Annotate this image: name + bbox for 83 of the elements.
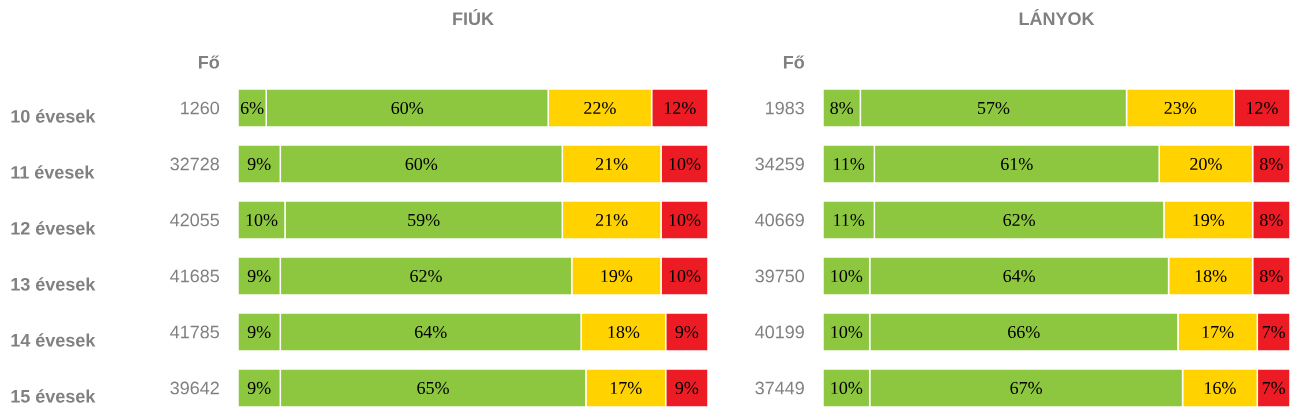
text: 1983 [766, 101, 804, 115]
data-label: 12% [664, 101, 696, 115]
text: 1260 [181, 101, 220, 115]
data-label: 19% [1193, 213, 1225, 227]
data-label: 12% [1247, 101, 1278, 115]
chart-title: FIÚK [453, 8, 494, 26]
data-label: 9% [675, 381, 699, 395]
bar [570, 256, 662, 296]
data-label: 7% [1262, 325, 1286, 339]
data-label: 67% [1010, 381, 1043, 395]
y-tick-label: 11 évesek [11, 165, 95, 179]
data-label: 10% [831, 325, 863, 339]
data-label: 8% [1260, 157, 1283, 171]
text: Fő [783, 55, 805, 69]
bar [1125, 88, 1235, 128]
data-label: 65% [417, 381, 449, 395]
text: 41685 [170, 269, 219, 283]
data-label: 62% [1003, 213, 1036, 227]
text: Fő [198, 55, 220, 69]
data-label: 21% [595, 157, 628, 171]
data-label: 61% [1001, 157, 1033, 171]
data-label: 59% [408, 213, 440, 227]
data-label: 11% [834, 157, 865, 171]
text: 37449 [755, 381, 804, 395]
text: 40669 [755, 213, 804, 227]
data-label: 10% [669, 269, 701, 283]
bar [561, 144, 662, 184]
data-label: 9% [247, 325, 271, 339]
data-label: 17% [1202, 325, 1234, 339]
text: 39642 [170, 381, 219, 395]
data-label: 21% [595, 213, 628, 227]
data-label: 19% [601, 269, 633, 283]
text: 32728 [170, 157, 219, 171]
data-label: 6% [240, 101, 264, 115]
data-label: 10% [246, 213, 278, 227]
text: 40199 [755, 325, 804, 339]
data-label: 62% [410, 269, 442, 283]
data-label: 9% [675, 325, 699, 339]
data-label: 17% [610, 381, 642, 395]
data-label: 9% [247, 269, 271, 283]
data-label: 60% [405, 157, 438, 171]
data-label: 20% [1190, 157, 1222, 171]
data-label: 66% [1008, 325, 1040, 339]
data-label: 23% [1164, 101, 1197, 115]
data-label: 10% [831, 269, 863, 283]
bar [1177, 312, 1259, 352]
data-label: 11% [834, 213, 865, 227]
data-label: 9% [247, 381, 271, 395]
y-tick-label: 14 évesek [11, 333, 96, 347]
text: 42055 [170, 213, 219, 227]
data-label: 9% [247, 157, 271, 171]
text: 34259 [755, 157, 804, 171]
data-label: 64% [1003, 269, 1036, 283]
data-label: 18% [1195, 269, 1227, 283]
bar [284, 200, 564, 240]
bar [1163, 200, 1254, 240]
y-tick-label: 10 évesek [11, 109, 96, 123]
data-label: 10% [831, 381, 863, 395]
data-label: 16% [1205, 381, 1236, 395]
text: 39750 [755, 269, 805, 283]
text: 41785 [170, 325, 219, 339]
bar [265, 88, 549, 128]
data-label: 10% [669, 157, 701, 171]
data-label: 57% [978, 101, 1010, 115]
bar [580, 312, 667, 352]
y-tick-label: 13 évesek [11, 277, 96, 291]
bar [1181, 368, 1259, 407]
y-tick-label: 12 évesek [11, 221, 96, 235]
bar [1167, 256, 1254, 296]
chart-title: LÁNYOK [1019, 8, 1095, 26]
data-label: 64% [414, 325, 447, 339]
data-label: 22% [584, 101, 616, 115]
bar [1158, 144, 1254, 184]
data-label: 8% [1260, 269, 1283, 283]
data-label: 8% [830, 101, 854, 115]
bar [547, 88, 653, 128]
y-tick-label: 15 évesek [11, 389, 96, 403]
data-label: 18% [608, 325, 640, 339]
data-label: 8% [1260, 213, 1283, 227]
data-label: 60% [391, 101, 424, 115]
data-label: 7% [1262, 381, 1286, 395]
data-label: 10% [669, 213, 701, 227]
bar [561, 200, 662, 240]
